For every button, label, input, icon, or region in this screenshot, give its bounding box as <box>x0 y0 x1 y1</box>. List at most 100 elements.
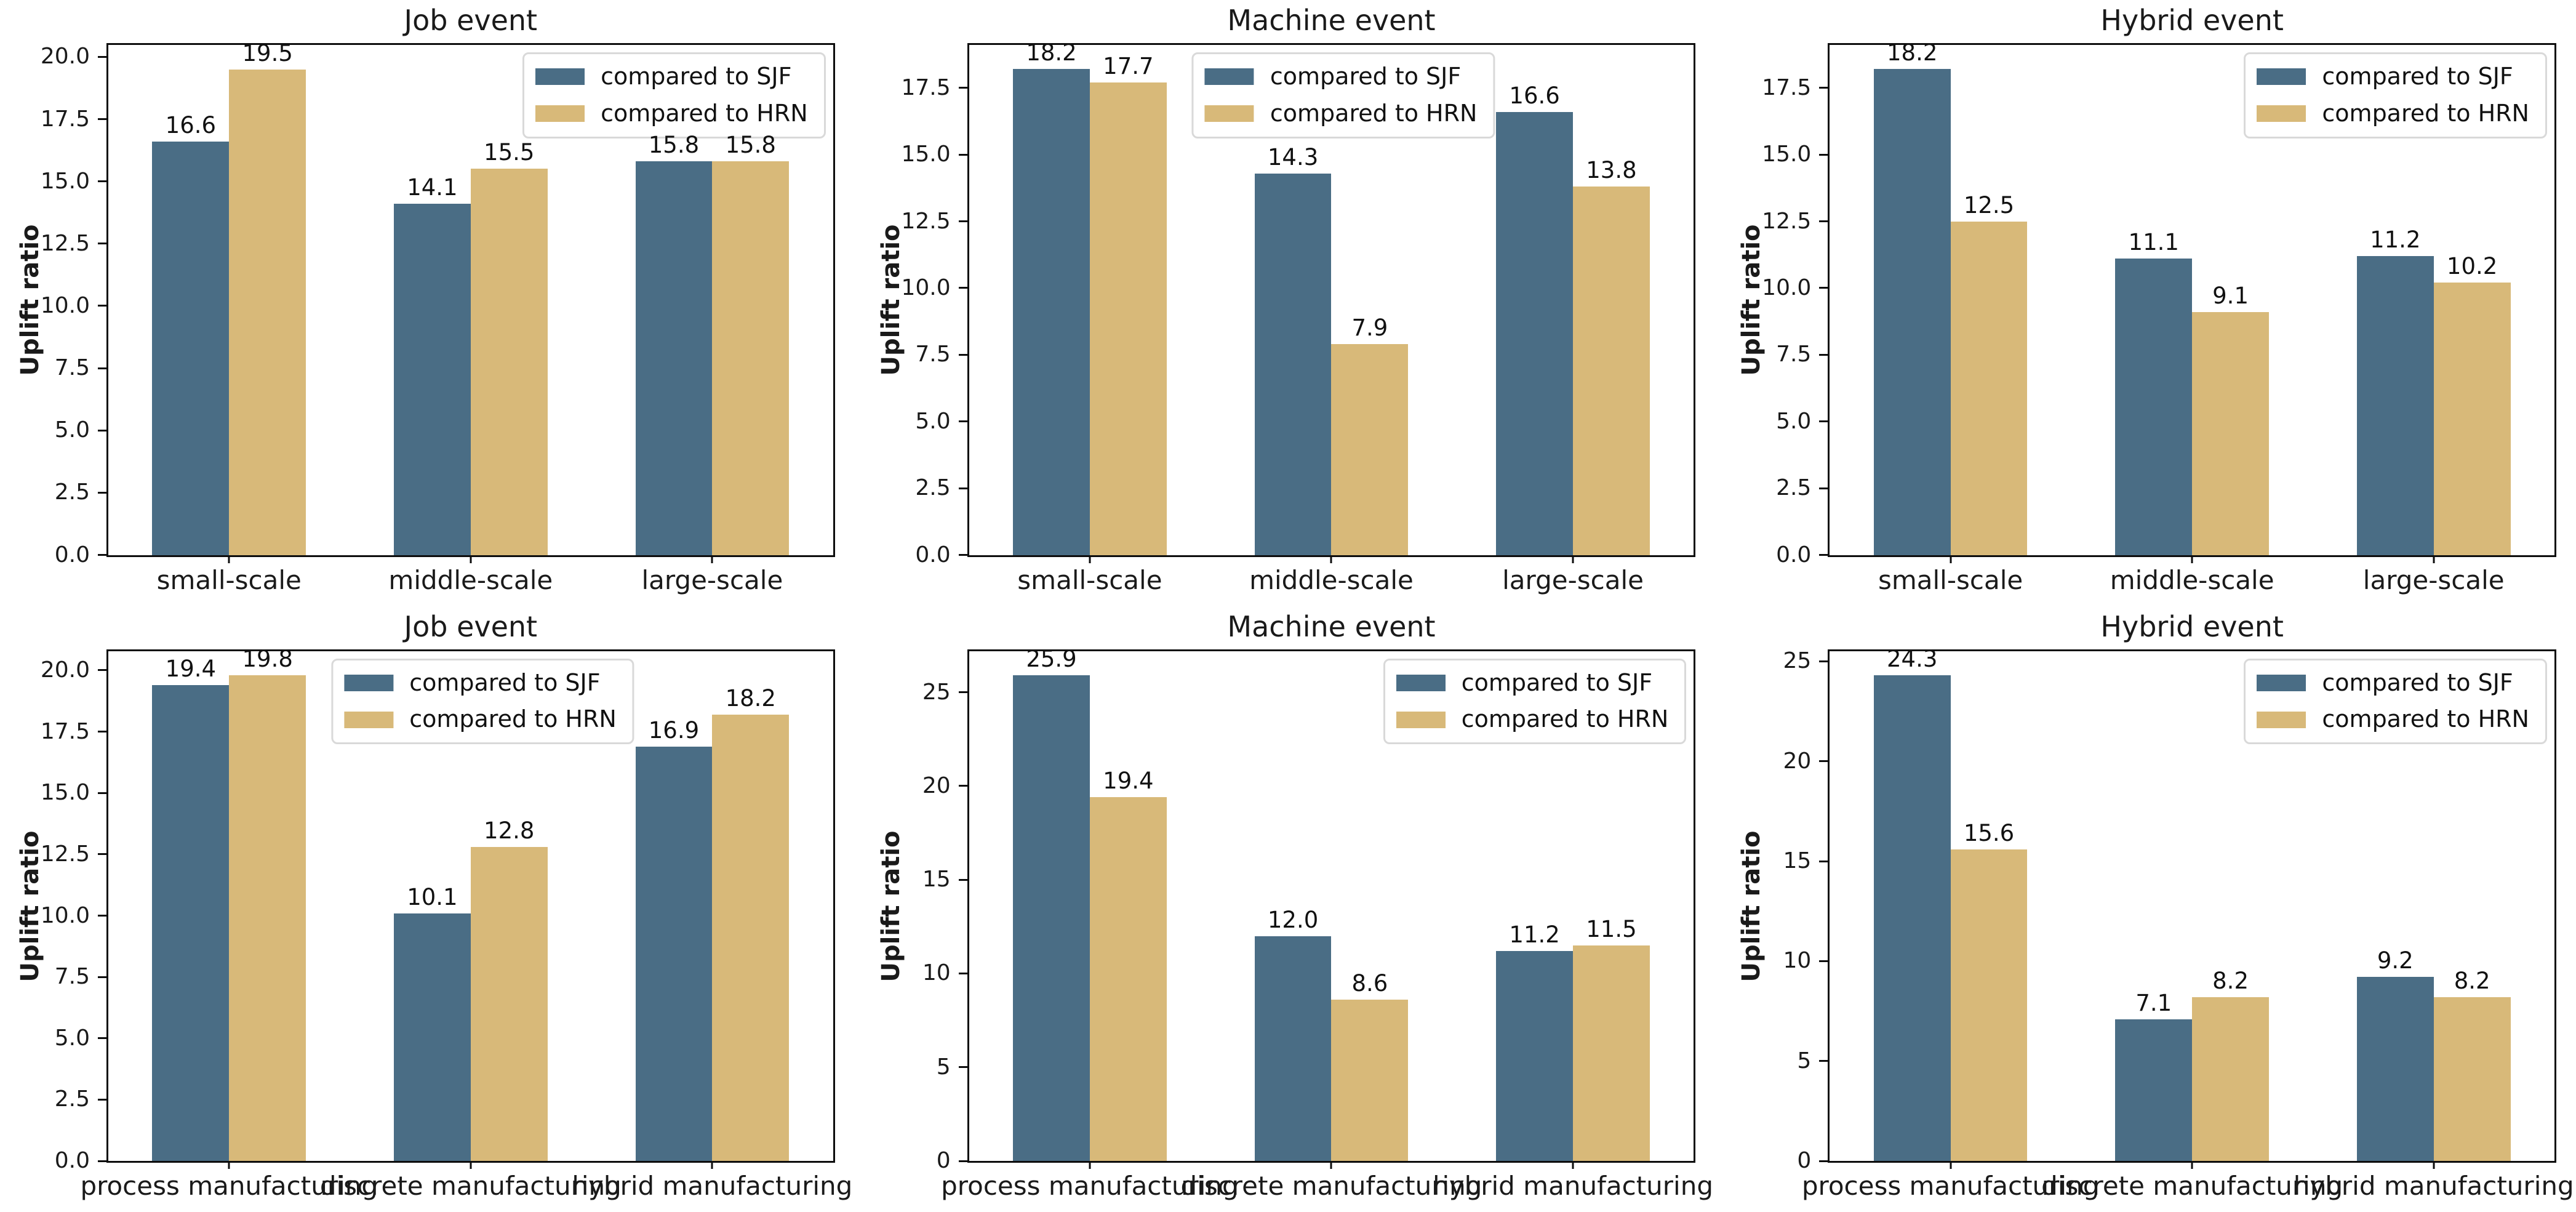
xtick-mark <box>711 555 713 563</box>
chart-title: Job event <box>404 609 538 643</box>
category-label: small-scale <box>1017 564 1162 595</box>
category-label: hybrid manufacturing <box>1433 1171 1713 1201</box>
ytick-mark <box>1819 287 1828 289</box>
legend-label: compared to HRN <box>2322 705 2529 733</box>
chart-title: Hybrid event <box>2100 609 2284 643</box>
category-label: discrete manufacturing <box>1180 1171 1482 1201</box>
bar-hrn <box>470 846 548 1161</box>
xtick-mark <box>2191 1161 2193 1169</box>
ytick-label: 5 <box>936 1054 951 1080</box>
ytick-mark <box>1819 487 1828 489</box>
ytick-label: 15.0 <box>1762 142 1812 167</box>
xtick-mark <box>1950 555 1952 563</box>
ytick-mark <box>958 353 967 356</box>
legend-swatch-sjf <box>2257 674 2306 691</box>
value-label: 19.8 <box>242 645 293 672</box>
xtick-mark <box>1572 555 1574 563</box>
bar-hrn <box>1573 945 1650 1161</box>
value-label: 7.9 <box>1351 315 1388 342</box>
category-label: large-scale <box>641 564 783 595</box>
legend-label: compared to SJF <box>2322 668 2513 696</box>
ytick-label: 15.0 <box>40 168 90 194</box>
ytick-mark <box>958 972 967 974</box>
legend-label: compared to SJF <box>1461 668 1653 696</box>
category-label: small-scale <box>156 564 302 595</box>
ytick-mark <box>958 287 967 289</box>
legend-row: compared to HRN <box>1204 99 1478 127</box>
bar-sjf <box>635 746 713 1161</box>
legend-row: compared to HRN <box>535 100 808 127</box>
value-label: 15.8 <box>725 132 776 159</box>
legend-label: compared to SJF <box>1270 63 1462 90</box>
ytick-label: 15.0 <box>901 142 951 167</box>
ytick-mark <box>958 1160 967 1162</box>
ytick-mark <box>98 976 106 978</box>
ytick-mark <box>1819 554 1828 556</box>
value-label: 16.6 <box>1509 82 1560 109</box>
ytick-mark <box>1819 960 1828 962</box>
xtick-mark <box>711 1161 713 1169</box>
ytick-label: 17.5 <box>901 74 951 100</box>
ytick-mark <box>1819 220 1828 223</box>
ytick-mark <box>98 491 106 494</box>
plot-area: Uplift ratio compared to SJF compared to … <box>877 41 1696 594</box>
bar-hrn <box>1573 187 1650 555</box>
legend: compared to SJF compared to HRN <box>1383 658 1687 745</box>
ytick-mark <box>958 487 967 489</box>
legend-row: compared to SJF <box>1396 670 1669 696</box>
legend-label: compared to SJF <box>409 668 601 696</box>
ytick-label: 20.0 <box>40 44 90 70</box>
ytick-label: 12.5 <box>1762 208 1812 234</box>
xtick-mark <box>228 1161 230 1169</box>
xtick-mark <box>1330 1161 1332 1169</box>
ytick-mark <box>98 305 106 307</box>
ytick-mark <box>1819 860 1828 862</box>
bar-sjf <box>393 204 471 555</box>
ytick-mark <box>1819 1060 1828 1062</box>
plot-area: Uplift ratio compared to SJF compared to … <box>16 645 852 1200</box>
bar-sjf <box>1873 69 1951 555</box>
subplot: Job event Uplift ratio compared to SJF co… <box>11 4 844 604</box>
ytick-mark <box>1819 660 1828 662</box>
legend: compared to SJF compared to HRN <box>331 658 634 745</box>
value-label: 24.3 <box>1886 646 1938 673</box>
ytick-label: 10 <box>1783 948 1812 974</box>
plot-area: Uplift ratio compared to SJF compared to … <box>1737 646 2574 1200</box>
bar-hrn <box>2433 997 2511 1161</box>
category-label: middle-scale <box>1249 564 1414 595</box>
subplot: Job event Uplift ratio compared to SJF co… <box>11 609 852 1210</box>
ytick-mark <box>98 1160 106 1162</box>
legend: compared to SJF compared to HRN <box>2244 52 2547 138</box>
bar-hrn <box>712 714 790 1161</box>
bar-sjf <box>2356 255 2434 555</box>
ytick-label: 17.5 <box>1762 74 1812 100</box>
bar-sjf <box>1873 675 1951 1161</box>
ytick-label: 7.5 <box>54 964 90 990</box>
ytick-label: 10 <box>922 960 951 986</box>
bar-hrn <box>2192 997 2269 1161</box>
xtick-mark <box>1950 1161 1952 1169</box>
category-label: hybrid manufacturing <box>572 1171 853 1201</box>
value-label: 17.7 <box>1103 53 1154 80</box>
ytick-label: 2.5 <box>54 480 90 505</box>
bar-sjf <box>1496 950 1574 1161</box>
bar-hrn <box>229 69 306 555</box>
legend-swatch-hrn <box>2257 105 2306 122</box>
ytick-label: 20 <box>1783 748 1812 774</box>
xtick-mark <box>1089 1161 1091 1169</box>
ytick-label: 10.0 <box>901 275 951 300</box>
ytick-mark <box>1819 353 1828 356</box>
legend-label: compared to HRN <box>1270 99 1478 127</box>
ytick-label: 0.0 <box>1776 542 1812 568</box>
ytick-label: 0.0 <box>54 542 90 568</box>
ytick-mark <box>98 180 106 183</box>
value-label: 15.5 <box>484 139 535 166</box>
bar-sjf <box>1013 675 1090 1161</box>
ytick-label: 17.5 <box>40 106 90 132</box>
bar-hrn <box>1331 344 1409 555</box>
ytick-label: 0 <box>1797 1148 1812 1173</box>
category-label: process manufacturing <box>941 1171 1239 1201</box>
legend-swatch-sjf <box>1396 674 1446 691</box>
ytick-mark <box>98 118 106 121</box>
